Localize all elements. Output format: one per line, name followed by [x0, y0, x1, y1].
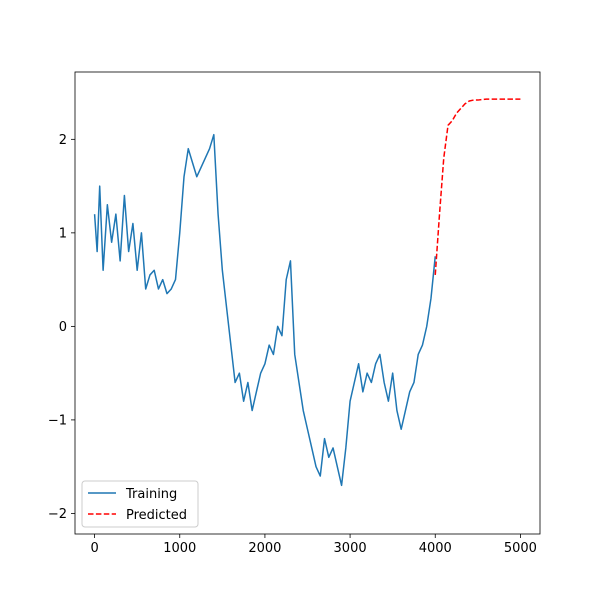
axes: 0 1000 2000 3000 4000 5000 −2 −1 0 1 2 [48, 71, 541, 556]
y-tick-label: −1 [48, 413, 67, 428]
legend-label-predicted: Predicted [126, 508, 187, 523]
x-tick-label: 3000 [334, 541, 367, 556]
y-tick-label: 0 [59, 320, 67, 335]
plot-area [93, 98, 521, 487]
x-tick-label: 0 [90, 541, 98, 556]
x-tick-label: 1000 [163, 541, 196, 556]
y-tick-label: −2 [48, 507, 67, 522]
legend-label-training: Training [125, 487, 177, 502]
series-line-training [93, 133, 436, 487]
y-tick-label: 1 [59, 226, 67, 241]
axes-frame [74, 71, 541, 535]
y-tick-label: 2 [59, 133, 67, 148]
legend: Training Predicted [81, 480, 199, 528]
x-tick-label: 4000 [419, 541, 452, 556]
x-tick-label: 5000 [504, 541, 537, 556]
x-tick-label: 2000 [248, 541, 281, 556]
